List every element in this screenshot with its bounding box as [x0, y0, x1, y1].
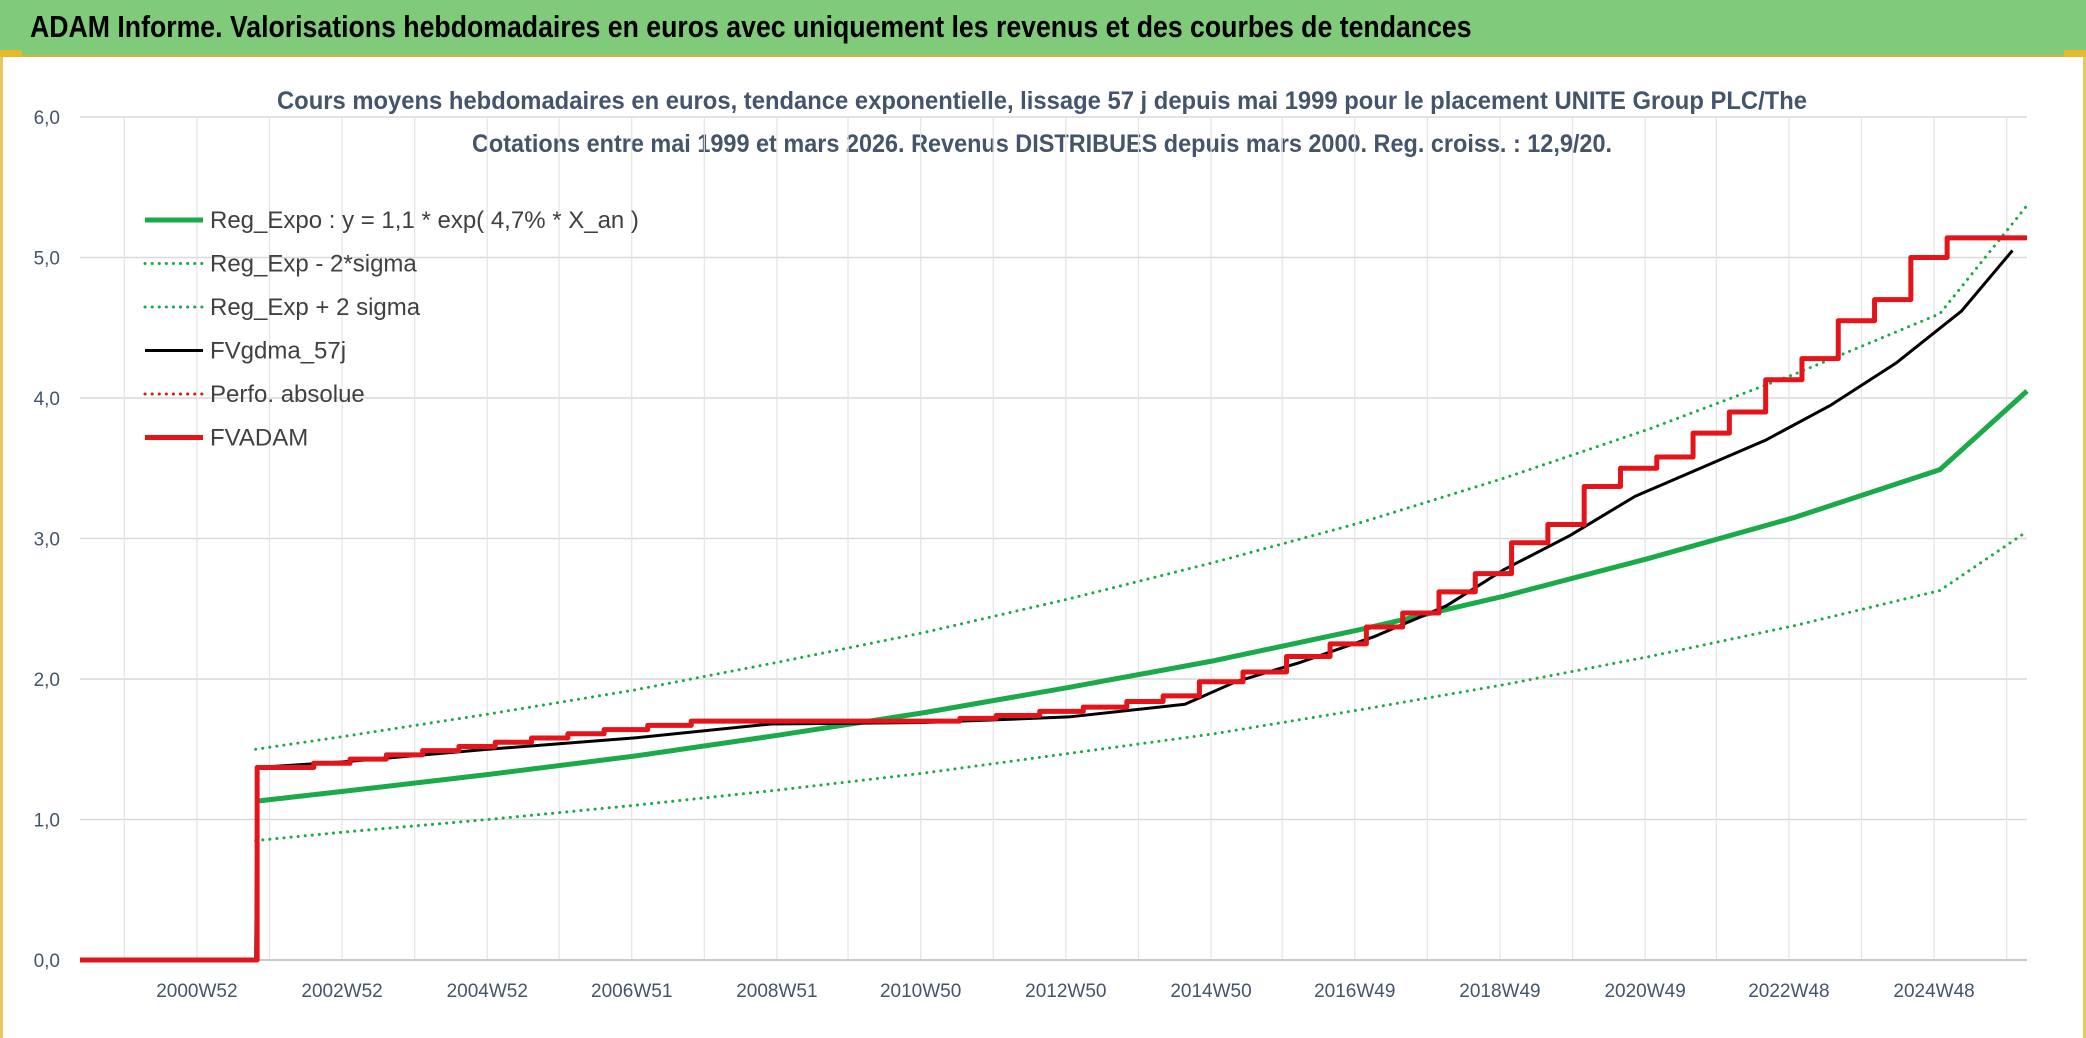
x-tick-label: 2000W52 [156, 981, 237, 1002]
x-tick-label: 2006W51 [591, 981, 672, 1002]
x-tick-label: 2014W50 [1170, 981, 1251, 1002]
series-line-3 [80, 249, 2014, 962]
x-tick-label: 2020W49 [1604, 981, 1685, 1002]
chart-title-line1: Cours moyens hebdomadaires en euros, ten… [277, 87, 1807, 115]
y-axis: 0,0 1,0 2,0 3,0 4,0 5,0 6,0 [34, 108, 60, 972]
x-tick-label: 2010W50 [880, 981, 961, 1002]
series-line-2 [254, 204, 2029, 751]
series-line-0 [255, 389, 2029, 804]
y-tick-label: 0,0 [34, 951, 60, 972]
chart-title-line2: Cotations entre mai 1999 et mars 2026. R… [472, 130, 1612, 158]
chart-grid [80, 116, 2027, 961]
x-tick-label: 2022W48 [1748, 981, 1829, 1002]
y-tick-label: 3,0 [34, 530, 60, 551]
banner-title: ADAM Informe. Valorisations hebdomadaire… [30, 9, 1472, 44]
chart-frame [0, 57, 2086, 1038]
report-banner: ADAM Informe. Valorisations hebdomadaire… [0, 0, 2086, 57]
legend-label-5: FVADAM [210, 425, 308, 452]
legend-label-3: FVgdma_57j [210, 338, 346, 365]
series-line-5 [80, 235, 2027, 963]
x-tick-label: 2002W52 [301, 981, 382, 1002]
chart-series [80, 204, 2029, 963]
y-tick-label: 2,0 [34, 670, 60, 691]
x-axis: 2000W52 2002W52 2004W52 2006W51 2008W51 2010W… [80, 959, 2027, 1002]
x-tick-label: 2012W50 [1025, 981, 1106, 1002]
corner-mark-right [2064, 50, 2086, 57]
legend-label-4: Perfo. absolue [210, 381, 365, 408]
y-tick-label: 4,0 [34, 389, 60, 410]
y-tick-label: 1,0 [34, 811, 60, 832]
series-line-1 [254, 529, 2029, 843]
y-tick-label: 6,0 [34, 108, 60, 129]
x-tick-label: 2008W51 [736, 981, 817, 1002]
legend-label-2: Reg_Exp + 2 sigma [210, 294, 421, 321]
x-tick-label: 2004W52 [447, 981, 528, 1002]
corner-mark-left [0, 50, 22, 57]
chart-legend: Reg_Expo : y = 1,1 * exp( 4,7% * X_an ) R… [143, 207, 639, 452]
y-tick-label: 5,0 [34, 249, 60, 270]
legend-label-0: Reg_Expo : y = 1,1 * exp( 4,7% * X_an ) [210, 207, 639, 234]
x-tick-label: 2024W48 [1893, 981, 1974, 1002]
legend-label-1: Reg_Exp - 2*sigma [210, 251, 417, 278]
x-tick-label: 2016W49 [1314, 981, 1395, 1002]
x-tick-label: 2018W49 [1459, 981, 1540, 1002]
